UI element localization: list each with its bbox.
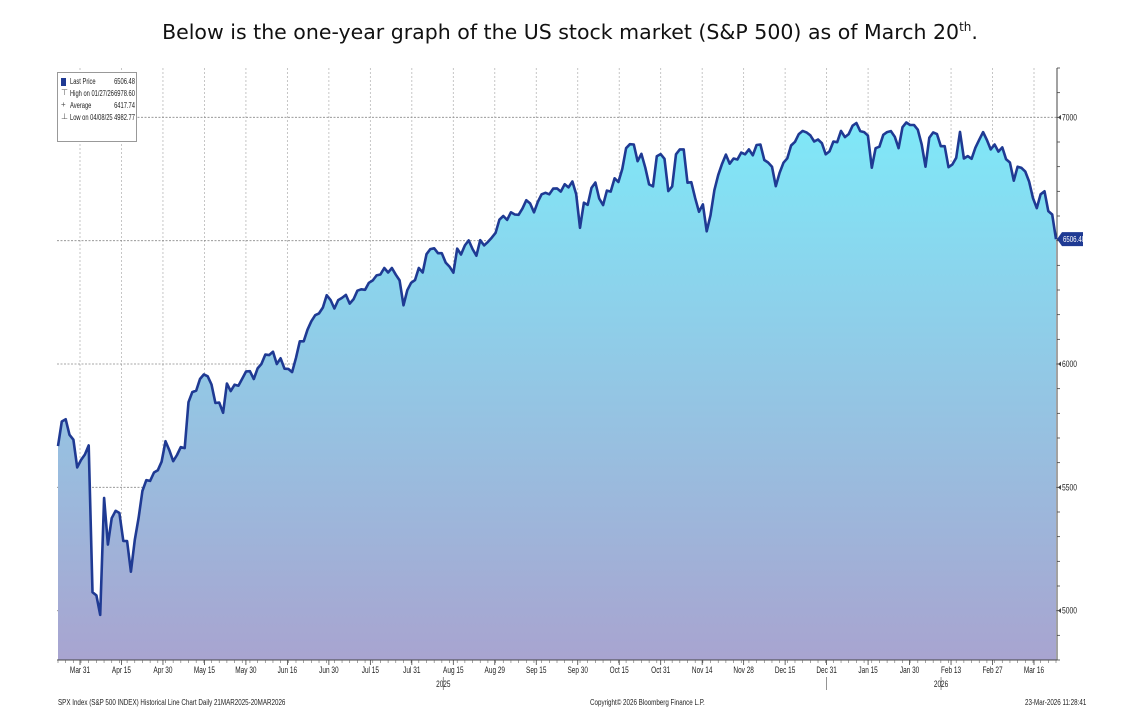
- legend-item-last-price: Last Price 6506.48: [61, 77, 135, 88]
- legend-item-average: + Average 6417.74: [61, 100, 135, 112]
- legend-swatch-icon: [61, 78, 66, 86]
- x-tick-label: May 15: [194, 665, 216, 675]
- legend-value: 4982.77: [114, 113, 135, 122]
- footer-source: SPX Index (S&P 500 INDEX) Historical Lin…: [58, 698, 286, 707]
- heading-end: .: [971, 20, 978, 44]
- x-tick-label: Feb 13: [941, 665, 962, 675]
- up-tick-icon: ⊤: [61, 88, 68, 97]
- y-tick-marker: [1058, 484, 1061, 490]
- x-tick-label: Mar 16: [1024, 665, 1045, 675]
- last-value-label: 6506.48: [1063, 234, 1085, 244]
- y-tick-label: 6000: [1062, 359, 1077, 369]
- y-tick-marker: [1058, 361, 1061, 367]
- heading-superscript: th: [959, 20, 972, 35]
- x-tick-label: Sep 30: [567, 665, 588, 675]
- x-tick-label: Apr 30: [153, 665, 173, 675]
- legend-label: Average: [70, 101, 92, 110]
- x-tick-label: Jul 15: [362, 665, 380, 675]
- plus-icon: +: [61, 100, 66, 109]
- x-tick-label: Dec 15: [775, 665, 796, 675]
- chart-heading: Below is the one-year graph of the US st…: [0, 20, 1140, 44]
- legend-value: 6978.60: [114, 89, 135, 98]
- footer-copyright: Copyright© 2026 Bloomberg Finance L.P.: [590, 698, 705, 707]
- year-label: 2025: [436, 679, 451, 689]
- x-tick-label: May 30: [235, 665, 257, 675]
- legend-item-high: ⊤ High on 01/27/26 6978.60: [61, 88, 135, 100]
- area-fill: [58, 122, 1056, 660]
- x-tick-label: Jul 31: [403, 665, 420, 675]
- legend-label: Last Price: [70, 77, 96, 86]
- legend-item-low: ⊥ Low on 04/08/25 4982.77: [61, 112, 135, 124]
- legend-box: Last Price 6506.48 ⊤ High on 01/27/26 69…: [57, 72, 137, 142]
- y-tick-label: 5500: [1062, 482, 1077, 492]
- x-tick-label: Feb 27: [982, 665, 1002, 675]
- x-tick-label: Aug 15: [443, 665, 464, 675]
- down-tick-icon: ⊥: [61, 112, 68, 121]
- mark-layer: 6506.48: [56, 121, 1085, 617]
- area-layer: [58, 122, 1056, 660]
- y-tick-label: 7000: [1062, 112, 1077, 122]
- legend-label: High on 01/27/26: [70, 89, 114, 98]
- series-line-last-price: [56, 121, 1058, 617]
- y-tick-marker: [1058, 114, 1061, 120]
- x-tick-label: Oct 31: [651, 665, 670, 675]
- x-tick-label: Nov 14: [692, 665, 713, 675]
- footer-timestamp: 23-Mar-2026 11:28:41: [1025, 698, 1087, 707]
- x-tick-label: Jan 15: [858, 665, 878, 675]
- x-tick-label: Dec 31: [816, 665, 837, 675]
- x-tick-label: Mar 31: [70, 665, 90, 675]
- legend-value: 6506.48: [114, 77, 135, 86]
- axis-layer: 5000 5500 6000 7000 Mar 31 Apr 15 Apr 30 May 15…: [57, 67, 1077, 690]
- legend-value: 6417.74: [114, 101, 135, 110]
- x-tick-label: Aug 29: [485, 665, 506, 675]
- x-tick-label: Oct 15: [610, 665, 630, 675]
- last-value-badge: [1057, 232, 1083, 247]
- legend-label: Low on 04/08/25: [70, 113, 113, 122]
- x-tick-label: Jan 30: [900, 665, 920, 675]
- x-tick-label: Sep 15: [526, 665, 547, 675]
- x-tick-label: Jun 30: [319, 665, 339, 675]
- year-label: 2026: [934, 679, 949, 689]
- x-tick-label: Jun 16: [278, 665, 298, 675]
- x-tick-label: Nov 28: [733, 665, 754, 675]
- y-tick-marker: [1058, 608, 1061, 614]
- x-tick-label: Apr 15: [112, 665, 132, 675]
- y-tick-label: 5000: [1062, 606, 1077, 616]
- heading-text: Below is the one-year graph of the US st…: [162, 20, 960, 44]
